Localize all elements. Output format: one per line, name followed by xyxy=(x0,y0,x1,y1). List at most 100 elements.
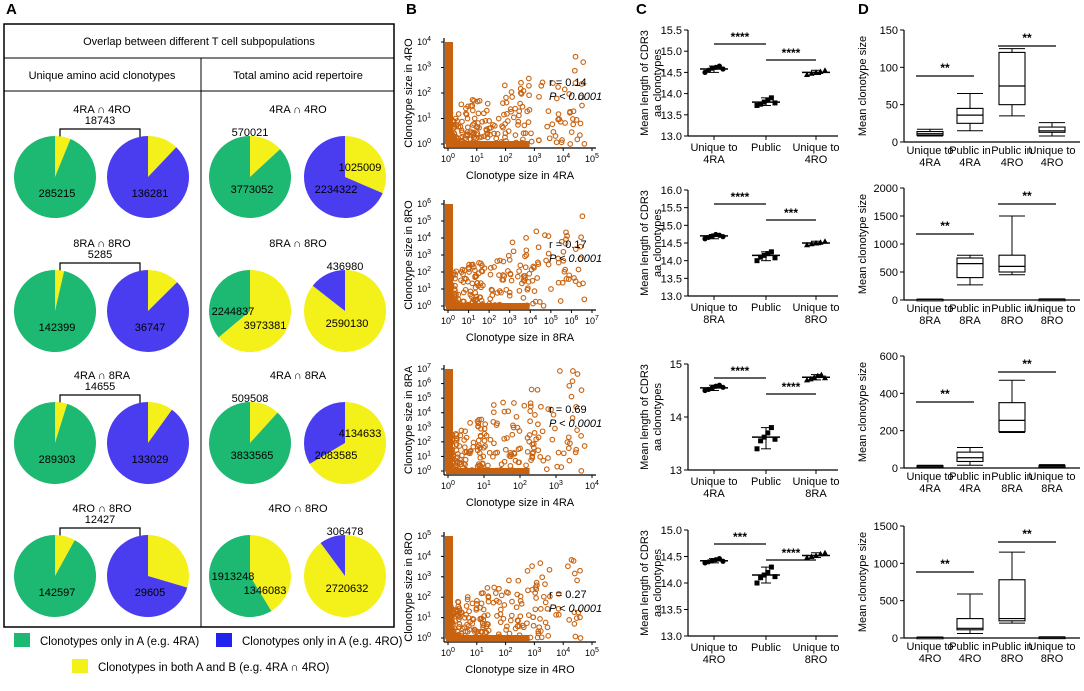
p-value: P < 0.0001 xyxy=(549,253,602,265)
pie-slice-blue xyxy=(106,535,188,617)
scatter-point xyxy=(491,584,498,591)
scatter-point xyxy=(468,103,474,109)
y-tick-label: 103 xyxy=(417,249,431,260)
y-tick-label: 101 xyxy=(417,450,431,461)
scatter-point xyxy=(499,123,505,130)
scatter-point xyxy=(476,134,482,141)
scatter-point xyxy=(517,262,524,269)
x-tick-label: 102 xyxy=(482,315,496,326)
scatter-point xyxy=(475,110,482,117)
pie-slice-blue xyxy=(107,270,190,352)
scatter-point xyxy=(491,264,497,270)
x-tick-label-line: Public in xyxy=(991,471,1033,483)
data-point xyxy=(817,68,824,75)
scatter-point xyxy=(473,135,480,142)
scatter-point xyxy=(530,444,537,451)
correlation-r: r = 0.27 xyxy=(549,589,587,601)
scatter-point xyxy=(482,421,489,427)
scatter-point xyxy=(485,598,492,605)
pie-slice-yellow xyxy=(304,270,387,352)
scatter-point xyxy=(471,120,478,127)
pie-slice-blue xyxy=(312,270,345,311)
scatter-point xyxy=(545,261,552,268)
scatter-point xyxy=(462,135,468,142)
scatter-point xyxy=(468,294,475,300)
scatter-point xyxy=(577,567,583,574)
box xyxy=(956,618,984,631)
scatter-point xyxy=(456,610,463,617)
scatter-point xyxy=(566,382,573,389)
scatter-point xyxy=(563,276,570,282)
scatter-point xyxy=(526,92,532,99)
y-tick-label: 15.5 xyxy=(661,25,682,37)
x-tick-label-line: 8RA xyxy=(959,315,981,327)
x-tick-label-line: Unique to xyxy=(906,641,953,653)
scatter-point xyxy=(578,94,585,101)
data-point xyxy=(754,258,760,264)
y-axis-title-line: aa clonotypes xyxy=(652,49,664,117)
scatter-point xyxy=(477,616,484,623)
pie-value-label: 3773052 xyxy=(231,184,274,196)
x-tick-label: 100 xyxy=(441,480,455,491)
x-tick-label-line: 4RO xyxy=(805,154,828,166)
scatter-point xyxy=(487,436,494,443)
scatter-point xyxy=(524,448,531,455)
scatter-point xyxy=(494,420,500,427)
x-tick-label: 102 xyxy=(513,480,527,491)
y-axis-title-line: Mean length of CDR3 xyxy=(639,364,651,470)
panel-a-table: Overlap between different T cell subpopu… xyxy=(3,23,395,628)
scatter-point xyxy=(555,255,562,262)
scatter-point xyxy=(550,411,557,418)
y-axis-title-line: Mean length of CDR3 xyxy=(639,190,651,296)
scatter-point xyxy=(573,446,580,453)
scatter-point xyxy=(577,256,584,262)
significance-label: ** xyxy=(1022,31,1032,45)
data-point xyxy=(758,575,764,581)
pie-slice-yellow xyxy=(250,136,281,177)
scatter-point xyxy=(500,100,506,106)
scatter-point xyxy=(532,590,539,596)
pie-value-label: 1025009 xyxy=(339,162,382,174)
scatter-point xyxy=(535,630,542,637)
data-point xyxy=(768,249,774,255)
significance-label: ** xyxy=(940,557,950,571)
x-tick-label-line: 8RO xyxy=(1041,315,1064,327)
p-value: P < 0.0001 xyxy=(549,91,602,103)
y-tick-label: 13.5 xyxy=(661,273,682,285)
shared-bracket xyxy=(59,262,141,273)
scatter-point xyxy=(517,445,523,452)
y-tick-label: 15.0 xyxy=(661,220,682,232)
scatter-point xyxy=(580,280,586,287)
scatter-point xyxy=(535,447,542,454)
x-tick-label-line: Unique to xyxy=(906,303,953,315)
scatter-point xyxy=(539,574,546,581)
pie-chart xyxy=(14,535,97,617)
pie-slice-yellow xyxy=(345,136,386,194)
scatter-point xyxy=(568,393,575,400)
scatter-point xyxy=(459,118,465,125)
pie-group-title: 4RO ∩ 8RO xyxy=(268,503,328,515)
data-point xyxy=(754,446,760,452)
y-tick-label: 104 xyxy=(417,232,431,243)
scatter-point xyxy=(525,587,531,594)
scatter-point xyxy=(505,252,512,259)
scatter-point xyxy=(566,457,573,464)
shared-bracket xyxy=(59,128,141,139)
shared-count-label: 12427 xyxy=(85,514,116,526)
pie-slice-blue xyxy=(303,136,383,218)
scatter-point xyxy=(581,296,588,303)
scatter-point xyxy=(517,598,524,604)
scatter-point xyxy=(480,624,486,631)
scatter-point xyxy=(515,617,521,624)
data-point xyxy=(768,564,774,570)
data-point xyxy=(822,549,828,556)
x-tick-label: 102 xyxy=(499,153,513,164)
y-axis-title-line: Mean length of CDR3 xyxy=(639,530,651,636)
y-tick-label: 102 xyxy=(417,436,431,447)
x-tick-label-line: 8RO xyxy=(805,654,828,666)
scatter-point xyxy=(480,616,487,623)
scatter-point xyxy=(540,457,547,464)
